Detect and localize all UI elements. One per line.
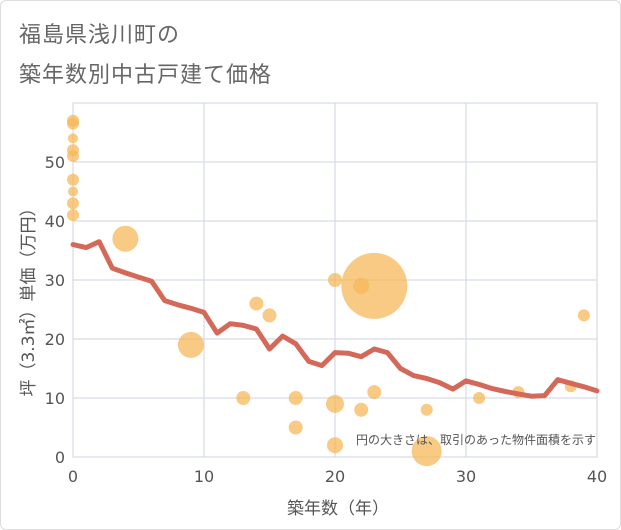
y-tick-label: 40	[45, 212, 65, 231]
scatter-point	[288, 420, 303, 435]
axis-ticks: 0 10 20 30 40 0 10 20 30 40 50	[45, 153, 608, 486]
chart-title-line-1: 福島県浅川町の	[19, 23, 181, 48]
scatter-point	[420, 403, 433, 416]
y-tick-label: 30	[45, 271, 65, 290]
scatter-point	[327, 437, 343, 454]
scatter-point	[112, 225, 139, 252]
plot-border	[72, 102, 598, 458]
scatter-point	[354, 402, 369, 417]
bubble-series	[67, 114, 590, 467]
scatter-point	[262, 308, 277, 323]
scatter-point	[367, 385, 382, 400]
x-tick-label: 40	[587, 467, 607, 486]
y-tick-label: 10	[45, 389, 65, 408]
y-tick-label: 50	[45, 153, 65, 172]
scatter-point	[67, 173, 79, 186]
scatter-point	[341, 252, 408, 319]
scatter-point	[177, 331, 204, 358]
scatter-point	[67, 197, 79, 210]
scatter-point	[67, 209, 79, 222]
scatter-point	[236, 391, 251, 405]
scatter-point	[67, 150, 79, 163]
scatter-point	[288, 391, 303, 405]
scatter-point	[577, 309, 590, 322]
x-tick-label: 20	[325, 467, 345, 486]
scatter-point	[328, 273, 342, 287]
scatter-point	[326, 394, 344, 413]
y-tick-label: 0	[55, 448, 65, 467]
x-tick-label: 0	[68, 467, 78, 486]
x-tick-label: 10	[194, 467, 214, 486]
scatter-point	[473, 392, 486, 404]
bubble-size-note: 円の大きさは、取引のあった物件面積を示す	[356, 432, 596, 447]
y-tick-label: 20	[45, 330, 65, 349]
x-axis-label: 築年数（年）	[287, 499, 389, 519]
chart-title-line-2: 築年数別中古戸建て価格	[19, 63, 273, 88]
y-axis-label: 坪（3.3㎡）単価（万円）	[19, 199, 39, 396]
scatter-point	[67, 117, 79, 130]
scatter-point	[411, 436, 442, 467]
x-tick-label: 30	[456, 467, 476, 486]
scatter-point	[68, 186, 78, 197]
scatter-point	[249, 296, 264, 311]
scatter-point	[68, 133, 78, 144]
average-price-line	[70, 239, 600, 399]
